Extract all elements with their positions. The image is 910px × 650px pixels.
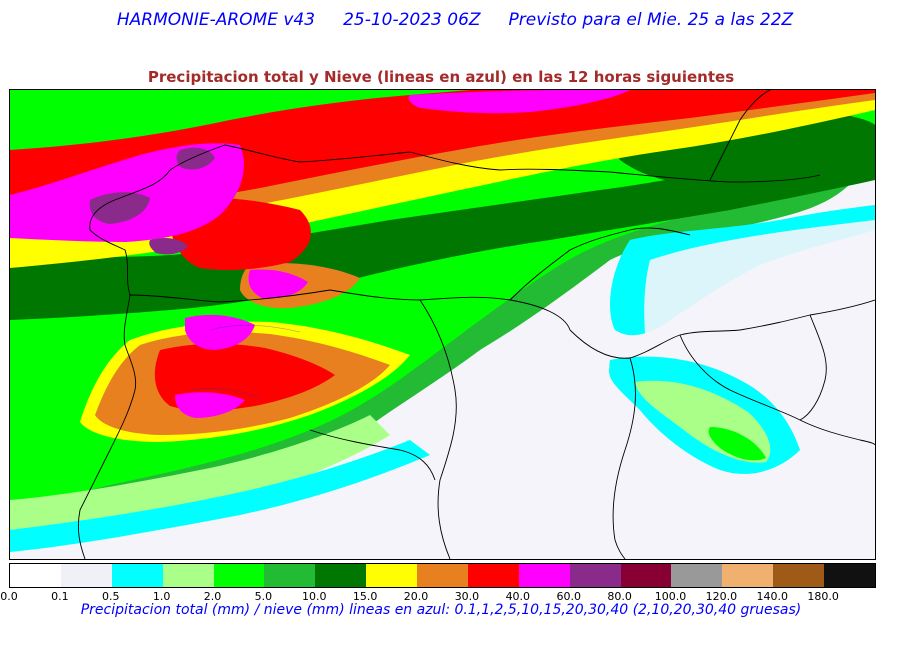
colorbar-tick-label: 5.0 — [254, 590, 273, 603]
colorbar-segment — [518, 564, 570, 587]
map-subtitle: Precipitacion total y Nieve (lineas en a… — [147, 68, 735, 86]
map-caption: Precipitacion total (mm) / nieve (mm) li… — [80, 602, 802, 618]
colorbar-tick-label: 0.0 — [0, 590, 18, 603]
colorbar-tick-label: 40.0 — [505, 590, 531, 603]
colorbar-segment — [773, 564, 824, 587]
model-name: HARMONIE-AROME v43 — [116, 10, 316, 30]
colorbar-segment — [264, 564, 316, 587]
precipitation-colorbar — [9, 563, 876, 588]
colorbar-segment — [111, 564, 163, 587]
colorbar-segment — [366, 564, 417, 587]
colorbar-segment — [824, 564, 875, 587]
colorbar-tick-label: 0.1 — [51, 590, 69, 603]
colorbar-ticks: 0.0 0.1 0.5 1.0 2.0 5.0 10.0 15.0 20.0 30.0 40.0 60… — [0, 590, 876, 604]
colorbar-tick-label: 140.0 — [756, 590, 788, 603]
colorbar-segment — [315, 564, 367, 587]
precipitation-map — [9, 89, 876, 560]
colorbar-tick-label: 120.0 — [705, 590, 738, 603]
colorbar-tick-label: 60.0 — [556, 590, 581, 603]
colorbar-tick-label: 20.0 — [403, 590, 429, 603]
colorbar-segment — [162, 564, 214, 587]
forecast-time: Previsto para el Mie. 25 a las 22Z — [508, 10, 794, 30]
colorbar-tick-label: 2.0 — [203, 590, 222, 603]
colorbar-segment — [60, 564, 112, 587]
colorbar-tick-label: 1.0 — [152, 590, 171, 603]
colorbar-segment — [213, 564, 265, 587]
model-run: 25-10-2023 06Z — [343, 10, 481, 30]
colorbar-segment — [671, 564, 723, 587]
colorbar-tick-label: 100.0 — [654, 590, 687, 603]
colorbar-tick-label: 80.0 — [607, 590, 632, 603]
colorbar-segment — [467, 564, 519, 587]
colorbar-segment — [417, 564, 468, 587]
colorbar-segment — [569, 564, 621, 587]
colorbar-tick-label: 180.0 — [807, 590, 839, 603]
colorbar-tick-label: 30.0 — [454, 590, 480, 603]
colorbar-segment — [722, 564, 774, 587]
colorbar-tick-label: 10.0 — [302, 590, 327, 603]
colorbar-segment — [10, 564, 61, 587]
colorbar-segment — [620, 564, 672, 587]
colorbar-tick-label: 15.0 — [352, 590, 378, 603]
precipitation-field — [10, 90, 875, 559]
colorbar-tick-label: 0.5 — [102, 590, 120, 603]
map-header: HARMONIE-AROME v43 25-10-2023 06Z Previsto… — [0, 10, 910, 30]
